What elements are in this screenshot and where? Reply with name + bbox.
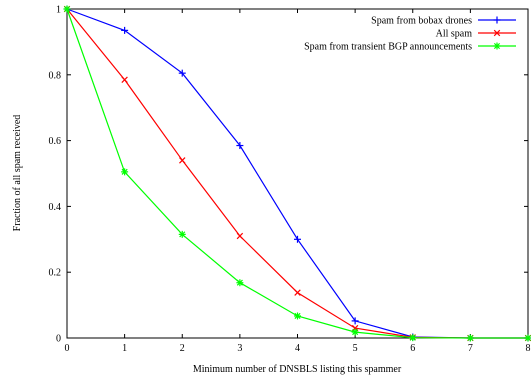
data-point bbox=[236, 279, 244, 287]
x-tick-label: 7 bbox=[468, 343, 473, 354]
marker-stroke bbox=[236, 279, 243, 286]
marker-stroke bbox=[409, 334, 416, 341]
data-point bbox=[466, 334, 474, 342]
legend-marker bbox=[493, 16, 501, 24]
y-tick-label: 0.8 bbox=[49, 70, 62, 81]
data-point bbox=[63, 5, 71, 13]
marker-stroke bbox=[493, 42, 501, 50]
data-point bbox=[294, 289, 301, 296]
marker-stroke bbox=[467, 334, 474, 342]
y-tick-label: 1 bbox=[56, 5, 61, 16]
marker-stroke bbox=[294, 289, 301, 296]
marker-stroke bbox=[524, 334, 531, 342]
data-point bbox=[409, 334, 417, 342]
legend-marker bbox=[493, 42, 501, 50]
y-tick-label: 0.2 bbox=[49, 268, 62, 279]
x-axis-title: Minimum number of DNSBLS listing this sp… bbox=[193, 364, 402, 375]
x-tick-label: 5 bbox=[353, 343, 358, 354]
plot-frame bbox=[66, 8, 529, 339]
legend-label: Spam from transient BGP announcements bbox=[304, 42, 472, 53]
series-2 bbox=[63, 5, 531, 342]
data-point bbox=[351, 317, 359, 325]
data-point bbox=[524, 334, 531, 342]
legend-item: All spam bbox=[436, 29, 516, 40]
x-tick-label: 3 bbox=[237, 343, 242, 354]
legend-label: Spam from bobax drones bbox=[371, 16, 472, 27]
y-tick-label: 0.4 bbox=[49, 202, 62, 213]
x-tick-label: 6 bbox=[410, 343, 415, 354]
y-tick-label: 0 bbox=[56, 334, 61, 345]
marker-stroke bbox=[179, 157, 186, 164]
series-3 bbox=[63, 5, 531, 342]
x-tick-label: 2 bbox=[180, 343, 185, 354]
marker-stroke bbox=[121, 76, 128, 83]
series-line bbox=[66, 8, 528, 339]
x-tick-label: 1 bbox=[122, 343, 127, 354]
data-point bbox=[178, 69, 186, 77]
marker-stroke bbox=[294, 312, 301, 320]
marker-stroke bbox=[179, 231, 186, 238]
marker-stroke bbox=[63, 5, 71, 13]
data-point bbox=[121, 76, 128, 83]
legend-marker bbox=[493, 29, 501, 37]
marker-stroke bbox=[121, 168, 128, 175]
y-tick-label: 0.6 bbox=[49, 136, 62, 147]
data-point bbox=[236, 142, 244, 150]
marker-stroke bbox=[236, 232, 244, 240]
data-point bbox=[178, 230, 186, 238]
data-point bbox=[236, 232, 244, 240]
data-point bbox=[294, 235, 301, 243]
x-tick-label: 4 bbox=[295, 343, 300, 354]
data-point bbox=[121, 168, 129, 176]
legend: Spam from bobax drones All spam Spam from … bbox=[304, 16, 516, 53]
series-1 bbox=[63, 5, 531, 342]
data-point bbox=[121, 26, 129, 34]
data-point bbox=[179, 157, 186, 164]
marker-stroke bbox=[493, 29, 501, 37]
x-tick-label: 8 bbox=[526, 343, 531, 354]
series-line bbox=[66, 8, 528, 339]
legend-item: Spam from bobax drones bbox=[371, 16, 516, 27]
legend-item: Spam from transient BGP announcements bbox=[304, 42, 516, 53]
data-point bbox=[351, 328, 359, 336]
legend-label: All spam bbox=[436, 29, 473, 40]
marker-stroke bbox=[352, 329, 359, 336]
series-line bbox=[66, 8, 528, 339]
y-axis-title: Fraction of all spam received bbox=[12, 115, 23, 232]
data-point bbox=[294, 312, 301, 320]
x-tick-label: 0 bbox=[65, 343, 70, 354]
